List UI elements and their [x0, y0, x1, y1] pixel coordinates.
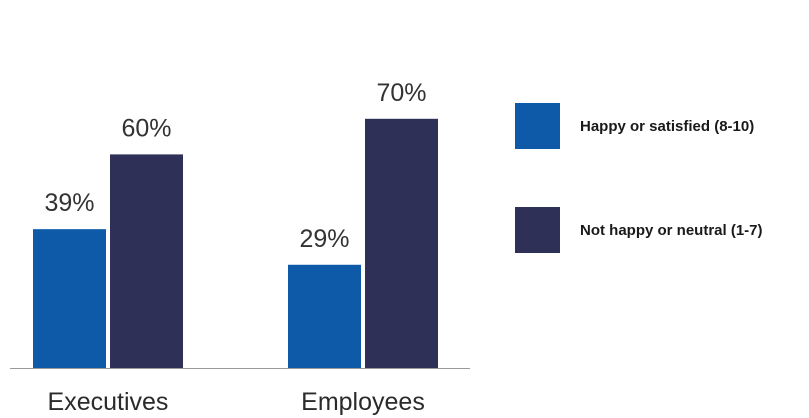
bar-employees-series-0 [288, 264, 361, 368]
bar-executives-series-0 [33, 229, 106, 368]
category-labels-group: Executives Employees [48, 388, 425, 416]
category-label-employees: Employees [301, 388, 425, 416]
bars-group [33, 118, 438, 368]
legend-swatch-not-happy [515, 207, 560, 253]
legend-item-happy: Happy or satisfied (8-10) [515, 102, 809, 150]
bar-employees-series-1 [365, 118, 438, 368]
legend-item-not-happy: Not happy or neutral (1-7) [515, 206, 809, 254]
data-label-executives-series-0: 39% [44, 189, 94, 217]
data-label-executives-series-1: 60% [121, 114, 171, 142]
data-label-employees-series-1: 70% [376, 79, 426, 107]
legend: Happy or satisfied (8-10) Not happy or n… [515, 102, 809, 310]
legend-label-not-happy: Not happy or neutral (1-7) [580, 221, 763, 239]
data-label-employees-series-0: 29% [299, 225, 349, 253]
category-label-executives: Executives [48, 388, 169, 416]
data-labels-group: 39% 60% 29% 70% [44, 79, 426, 253]
legend-label-happy: Happy or satisfied (8-10) [580, 117, 755, 135]
legend-swatch-happy [515, 103, 560, 149]
bar-executives-series-1 [110, 154, 183, 368]
